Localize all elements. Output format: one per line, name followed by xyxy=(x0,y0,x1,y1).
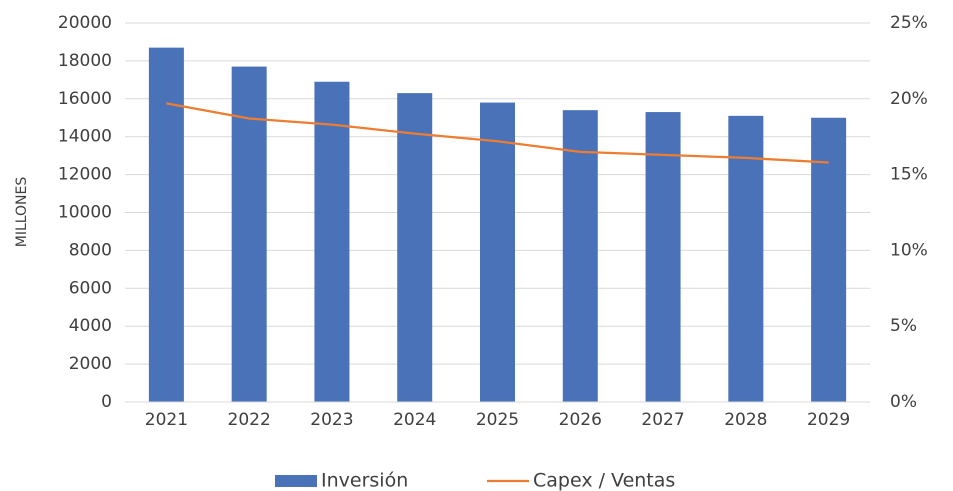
y-tick-label: 12000 xyxy=(58,165,112,185)
y-tick-label: 18000 xyxy=(58,51,112,71)
y2-tick-label: 15% xyxy=(890,165,928,185)
x-tick-label: 2027 xyxy=(641,410,684,430)
bar xyxy=(811,117,847,402)
y-tick-label: 10000 xyxy=(58,203,112,223)
x-tick-label: 2028 xyxy=(724,410,767,430)
y2-tick-label: 20% xyxy=(890,89,928,109)
x-tick-label: 2029 xyxy=(807,410,850,430)
y2-tick-label: 0% xyxy=(890,392,917,412)
y2-tick-label: 10% xyxy=(890,240,928,260)
bar xyxy=(314,81,350,403)
y2-tick-label: 25% xyxy=(890,13,928,33)
bar xyxy=(645,112,681,402)
line xyxy=(166,102,829,164)
y-tick-label: 6000 xyxy=(69,278,112,298)
y-tick-label: 20000 xyxy=(58,13,112,33)
x-tick-label: 2022 xyxy=(228,410,271,430)
bar xyxy=(148,47,184,402)
y2-tick-label: 5% xyxy=(890,316,917,336)
bar xyxy=(231,66,267,403)
y-tick-label: 8000 xyxy=(69,240,112,260)
x-tick-label: 2021 xyxy=(145,410,188,430)
bar xyxy=(480,102,515,402)
y-tick-label: 16000 xyxy=(58,89,112,109)
y-axis-label: MILLONES xyxy=(14,177,30,248)
x-tick-label: 2024 xyxy=(393,410,436,430)
legend-label: Capex / Ventas xyxy=(533,470,675,491)
bar xyxy=(562,110,598,403)
y-tick-label: 2000 xyxy=(69,354,112,374)
x-tick-label: 2023 xyxy=(310,410,353,430)
y-tick-label: 0 xyxy=(101,392,112,412)
y-tick-label: 14000 xyxy=(58,127,112,147)
x-tick-label: 2026 xyxy=(559,410,602,430)
bar xyxy=(397,93,433,403)
bar xyxy=(728,115,764,402)
x-tick-label: 2025 xyxy=(476,410,519,430)
legend-label: Inversión xyxy=(321,470,408,491)
legend-swatch xyxy=(275,475,317,487)
y-tick-label: 4000 xyxy=(69,316,112,336)
